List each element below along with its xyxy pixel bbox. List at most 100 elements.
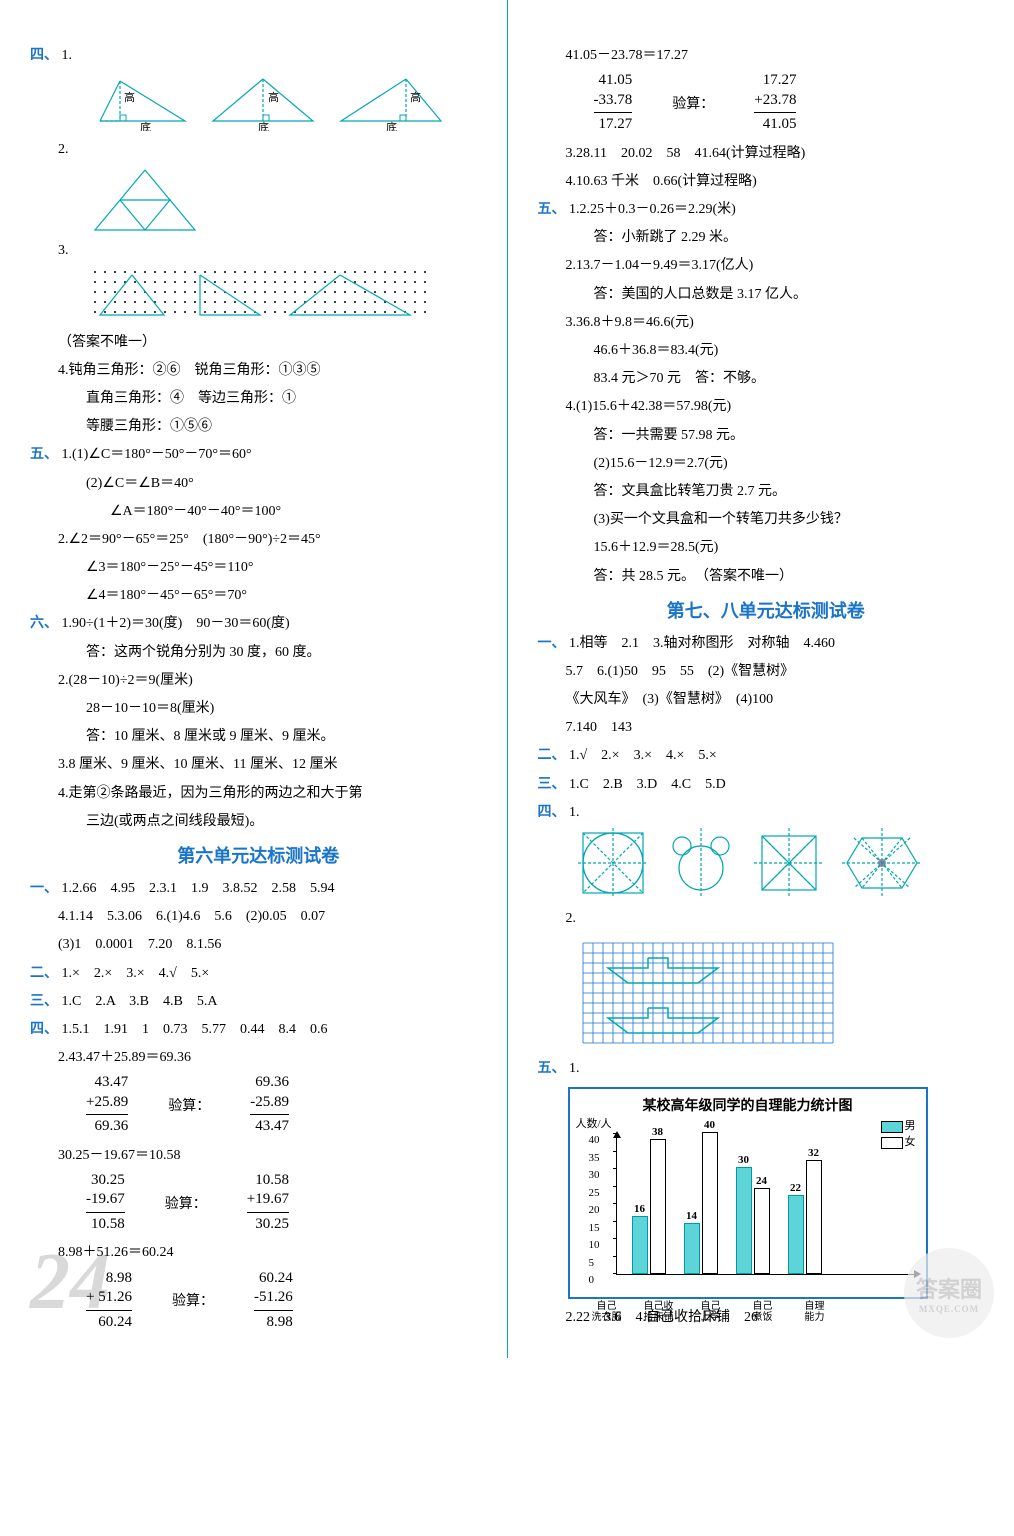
heading-unit6: 第六单元达标测试卷 — [30, 842, 487, 868]
marker-4: 四、 — [30, 48, 58, 63]
label-gao: 高 — [124, 90, 135, 104]
item-5-2c: ∠4＝180°－45°－65°＝70° — [30, 583, 487, 608]
u7-marker-2: 二、 — [538, 748, 566, 763]
u7-2: 1.√ 2.× 3.× 4.× 5.× — [569, 748, 717, 763]
item-6-2b: 28－10－10＝8(厘米) — [30, 696, 487, 721]
item-5-2b: ∠3＝180°－25°－45°＝110° — [30, 555, 487, 580]
bar-chart: 某校高年级同学的自理能力统计图 人数/人 男 女 051015202530354… — [568, 1087, 928, 1299]
u6-4-2b: 30.25－19.67＝10.58 — [30, 1143, 487, 1168]
label-gao3: 高 — [410, 90, 421, 104]
triangle-diagrams-row1: 高 底 高 底 高 底 — [90, 71, 487, 131]
r5-4d: 答：文具盒比转笔刀贵 2.7 元。 — [538, 479, 995, 504]
u7-4-1: 1. — [569, 805, 580, 820]
u6-4-2c: 8.98＋51.26＝60.24 — [30, 1240, 487, 1265]
watermark-en: MXQE.COM — [919, 1304, 979, 1314]
u6-3: 1.C 2.A 3.B 4.B 5.A — [62, 994, 218, 1009]
vmath-2-label: 验算： — [165, 1193, 207, 1213]
item-4-4b: 直角三角形：④ 等边三角形：① — [30, 386, 487, 411]
u6-1c: (3)1 0.0001 7.20 8.1.56 — [30, 932, 487, 957]
vmath-3-label: 验算： — [172, 1290, 214, 1310]
left-column: 四、 1. 高 底 高 底 — [0, 0, 508, 1358]
item-5-1-1: 1.(1)∠C＝180°－50°－70°＝60° — [62, 447, 252, 462]
chart-bars-area: 05101520253035401638144030242232 — [616, 1134, 917, 1275]
u6-1b: 4.1.14 5.3.06 6.(1)4.6 5.6 (2)0.05 0.07 — [30, 904, 487, 929]
r5-2a: 2.13.7－1.04－9.49＝3.17(亿人) — [538, 253, 995, 278]
symmetry-diagrams — [578, 828, 995, 903]
vmath-2-left: 30.25-19.6710.58 — [86, 1171, 125, 1235]
item-5-2a: 2.∠2＝90°－65°＝25° (180°－90°)÷2＝45° — [30, 527, 487, 552]
right-column: 41.05－23.78＝17.27 41.05-33.7817.27 验算： 1… — [508, 0, 1014, 1358]
u7-1a: 1.相等 2.1 3.轴对称图形 对称轴 4.460 — [569, 636, 835, 651]
u7-1-row: 一、 1.相等 2.1 3.轴对称图形 对称轴 4.460 — [538, 631, 995, 656]
r5-4f: 15.6＋12.9＝28.5(元) — [538, 535, 995, 560]
u6-4-2a: 2.43.47＋25.89＝69.36 — [30, 1045, 487, 1070]
section-6-header: 六、 1.90÷(1＋2)＝30(度) 90－30＝60(度) — [30, 611, 487, 636]
item-6-1b: 答：这两个锐角分别为 30 度，60 度。 — [30, 640, 487, 665]
r5-2b: 答：美国的人口总数是 3.17 亿人。 — [538, 282, 995, 307]
u7-marker-5: 五、 — [538, 1061, 566, 1076]
vmath-4-left: 41.05-33.7817.27 — [594, 71, 633, 135]
triangle-nested — [90, 165, 200, 235]
item-6-2c: 答：10 厘米、8 厘米或 9 厘米、9 厘米。 — [30, 724, 487, 749]
vmath-4-right: 17.27+23.7841.05 — [754, 71, 796, 135]
r5-3a: 3.36.8＋9.8＝46.6(元) — [538, 310, 995, 335]
watermark-badge: 答案圈 MXQE.COM — [904, 1248, 994, 1338]
chart-area: 人数/人 男 女 0510152025303540163814403024223… — [576, 1117, 920, 1297]
marker-6: 六、 — [30, 616, 58, 631]
u7-2-row: 二、 1.√ 2.× 3.× 4.× 5.× — [538, 743, 995, 768]
r4: 4.10.63 千米 0.66(计算过程略) — [538, 169, 995, 194]
u6-1-row: 一、 1.2.66 4.95 2.3.1 1.9 3.8.52 2.58 5.9… — [30, 876, 487, 901]
chart-title: 某校高年级同学的自理能力统计图 — [576, 1095, 920, 1115]
item-4-4a: 4.钝角三角形：②⑥ 锐角三角形：①③⑤ — [30, 358, 487, 383]
vmath-3: 8.98+ 51.2660.24 验算： 60.24-51.268.98 — [86, 1269, 487, 1333]
item-5-1-2b: ∠A＝180°－40°－40°＝100° — [30, 499, 487, 524]
u7-3: 1.C 2.B 3.D 4.C 5.D — [569, 777, 726, 792]
u7-marker-4: 四、 — [538, 805, 566, 820]
r-top: 41.05－23.78＝17.27 — [538, 43, 995, 68]
section-5-header: 五、 1.(1)∠C＝180°－50°－70°＝60° — [30, 442, 487, 467]
watermark-cn: 答案圈 — [916, 1272, 982, 1304]
sym-2 — [666, 828, 736, 903]
r3: 3.28.11 20.02 58 41.64(计算过程略) — [538, 141, 995, 166]
item-4-3-note: （答案不唯一） — [30, 330, 487, 355]
item-5-1-2a: (2)∠C＝∠B＝40° — [30, 471, 487, 496]
r5-1b: 答：小新跳了 2.29 米。 — [538, 225, 995, 250]
dot-grid-triangles — [90, 267, 430, 322]
item-6-4a: 4.走第②条路最近，因为三角形的两边之和大于第 — [30, 781, 487, 806]
y-axis-label: 人数/人 — [576, 1115, 612, 1131]
triangle-1: 高 底 — [90, 71, 190, 131]
u6-marker-3: 三、 — [30, 994, 58, 1009]
item-6-1a: 1.90÷(1＋2)＝30(度) 90－30＝60(度) — [62, 616, 290, 631]
u6-marker-4: 四、 — [30, 1022, 58, 1037]
boat-grid — [578, 938, 838, 1048]
heading-unit78: 第七、八单元达标测试卷 — [538, 597, 995, 623]
vmath-3-right: 60.24-51.268.98 — [254, 1269, 293, 1333]
u7-1d: 7.140 143 — [538, 715, 995, 740]
item-4-3: 3. — [30, 238, 487, 263]
r5-4b: 答：一共需要 57.98 元。 — [538, 423, 995, 448]
triangle-2: 高 底 — [208, 71, 318, 131]
u7-1b: 5.7 6.(1)50 95 55 (2)《智慧树》 — [538, 659, 995, 684]
item-4-4c: 等腰三角形：①⑤⑥ — [30, 414, 487, 439]
u6-1a: 1.2.66 4.95 2.3.1 1.9 3.8.52 2.58 5.94 — [62, 881, 335, 896]
item-4-2: 2. — [30, 137, 487, 162]
vmath-1-right: 69.36-25.8943.47 — [250, 1073, 289, 1137]
r5-header: 五、 1.2.25＋0.3－0.26＝2.29(米) — [538, 197, 995, 222]
sym-1 — [578, 828, 648, 903]
vmath-1-label: 验算： — [168, 1095, 210, 1115]
u6-4-row: 四、 1.5.1 1.91 1 0.73 5.77 0.44 8.4 0.6 — [30, 1017, 487, 1042]
u6-2-row: 二、 1.× 2.× 3.× 4.√ 5.× — [30, 961, 487, 986]
r5-4a: 4.(1)15.6＋42.38＝57.98(元) — [538, 394, 995, 419]
u7-4-row: 四、 1. — [538, 800, 995, 825]
legend-0: 男 — [905, 1120, 916, 1132]
u7-3-row: 三、 1.C 2.B 3.D 4.C 5.D — [538, 772, 995, 797]
vmath-2-right: 10.58+19.6730.25 — [247, 1171, 289, 1235]
u7-marker-3: 三、 — [538, 777, 566, 792]
vmath-4: 41.05-33.7817.27 验算： 17.27+23.7841.05 — [594, 71, 995, 135]
u6-4-1: 1.5.1 1.91 1 0.73 5.77 0.44 8.4 0.6 — [62, 1022, 328, 1037]
sym-3 — [754, 828, 824, 903]
r5-4c: (2)15.6－12.9＝2.7(元) — [538, 451, 995, 476]
triangle-3: 高 底 — [336, 71, 446, 131]
u7-4-2: 2. — [538, 906, 995, 931]
u7-1c: 《大风车》 (3)《智慧树》 (4)100 — [538, 687, 995, 712]
